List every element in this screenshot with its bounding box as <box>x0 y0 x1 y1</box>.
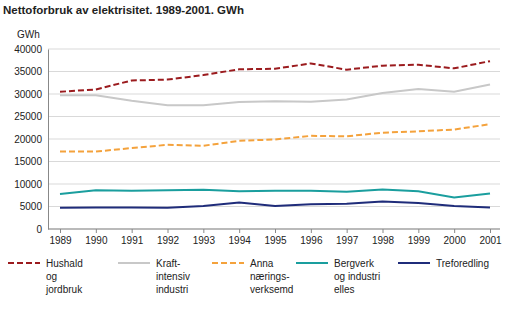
x-tick: 1993 <box>193 229 216 246</box>
legend-swatch <box>212 262 244 264</box>
x-tick-label: 2001 <box>479 235 502 246</box>
plot-area <box>60 61 490 208</box>
y-tick: 15000 <box>14 156 48 167</box>
x-tick-label: 2000 <box>444 235 467 246</box>
series-line <box>60 124 490 151</box>
x-tick-label: 1995 <box>264 235 287 246</box>
y-tick: 10000 <box>14 179 48 190</box>
legend: Hushaldogjordbruk Kraft-intensivindustri A… <box>8 258 489 295</box>
series-line <box>60 85 490 106</box>
y-tick-label: 35000 <box>14 66 42 77</box>
series-line <box>60 202 490 208</box>
x-tick-label: 1997 <box>336 235 359 246</box>
grid-line <box>48 116 500 117</box>
x-tick-label: 1989 <box>49 235 72 246</box>
legend-item: Hushaldogjordbruk <box>8 258 83 295</box>
grid-line <box>48 161 500 162</box>
x-tick-label: 1998 <box>372 235 395 246</box>
legend-label: Hushaldogjordbruk <box>45 258 83 295</box>
x-tick-mark <box>347 229 348 233</box>
y-tick-label: 30000 <box>14 89 42 100</box>
grid <box>48 49 500 229</box>
y-tick-label: 25000 <box>14 111 42 122</box>
y-tick-label: 15000 <box>14 156 42 167</box>
legend-label: Annanærings-verksemd <box>250 258 293 295</box>
x-tick: 1991 <box>121 229 144 246</box>
x-tick: 1995 <box>264 229 287 246</box>
legend-label: Treforedling <box>436 258 489 269</box>
series-line <box>60 189 490 197</box>
legend-swatch <box>296 262 328 264</box>
x-tick-mark <box>311 229 312 233</box>
x-tick-mark <box>454 229 455 233</box>
y-tick: 5000 <box>20 201 48 212</box>
grid-line <box>48 71 500 72</box>
grid-line <box>48 184 500 185</box>
legend-swatch <box>118 262 150 264</box>
y-tick-label: 5000 <box>20 201 43 212</box>
x-tick-mark <box>418 229 419 233</box>
x-tick-label: 1993 <box>193 235 216 246</box>
x-tick-mark <box>490 229 491 233</box>
title: Nettoforbruk av elektrisitet. 1989-2001.… <box>3 4 244 16</box>
x-tick-mark <box>168 229 169 233</box>
x-tick-mark <box>132 229 133 233</box>
x-tick: 1996 <box>300 229 323 246</box>
x-tick: 1989 <box>49 229 72 246</box>
y-tick: 0 <box>36 224 48 235</box>
y-tick-label: 0 <box>36 224 42 235</box>
x-tick: 1992 <box>157 229 180 246</box>
x-tick-mark <box>275 229 276 233</box>
y-tick: 30000 <box>14 89 48 100</box>
x-tick-label: 1999 <box>408 235 431 246</box>
legend-swatch <box>398 262 430 264</box>
y-tick-label: 20000 <box>14 134 42 145</box>
x-tick-label: 1996 <box>300 235 323 246</box>
legend-item: Bergverkog industrielles <box>296 258 380 295</box>
y-tick: 25000 <box>14 111 48 122</box>
grid-line <box>48 94 500 95</box>
grid-line <box>48 49 500 50</box>
x-tick: 1998 <box>372 229 395 246</box>
x-tick: 1997 <box>336 229 359 246</box>
legend-item: Kraft-intensivindustri <box>118 258 190 295</box>
x-tick-mark <box>60 229 61 233</box>
x-tick-mark <box>203 229 204 233</box>
x-tick: 1990 <box>85 229 108 246</box>
y-tick-label: 40000 <box>14 44 42 55</box>
x-tick: 2000 <box>444 229 467 246</box>
series-line <box>60 61 490 92</box>
legend-item: Annanærings-verksemd <box>212 258 293 295</box>
x-tick-mark <box>239 229 240 233</box>
grid-line <box>48 139 500 140</box>
x-tick-label: 1994 <box>229 235 252 246</box>
grid-line <box>48 229 500 230</box>
y-tick: 20000 <box>14 134 48 145</box>
x-tick-mark <box>96 229 97 233</box>
x-tick-label: 1991 <box>121 235 144 246</box>
x-axis: 1989 1990 1991 1992 1993 1994 1995 1996 1997 1998… <box>48 229 502 246</box>
x-tick: 1994 <box>229 229 252 246</box>
y-axis: 0 5000 10000 15000 20000 25000 30000 35000 40000 <box>14 44 48 235</box>
y-tick: 35000 <box>14 66 48 77</box>
legend-item: Treforedling <box>398 258 489 269</box>
y-tick-label: 10000 <box>14 179 42 190</box>
x-tick-label: 1990 <box>85 235 108 246</box>
y-axis-line <box>48 50 49 230</box>
chart: Nettoforbruk av elektrisitet. 1989-2001.… <box>0 0 510 315</box>
y-axis-label: GWh <box>17 29 40 40</box>
legend-label: Bergverkog industrielles <box>334 258 380 295</box>
x-tick: 1999 <box>408 229 431 246</box>
x-axis-line <box>48 229 500 230</box>
legend-swatch <box>8 262 40 264</box>
x-tick-label: 1992 <box>157 235 180 246</box>
legend-label: Kraft-intensivindustri <box>156 258 190 295</box>
x-tick: 2001 <box>479 229 502 246</box>
y-tick: 40000 <box>14 44 48 55</box>
x-tick-mark <box>383 229 384 233</box>
